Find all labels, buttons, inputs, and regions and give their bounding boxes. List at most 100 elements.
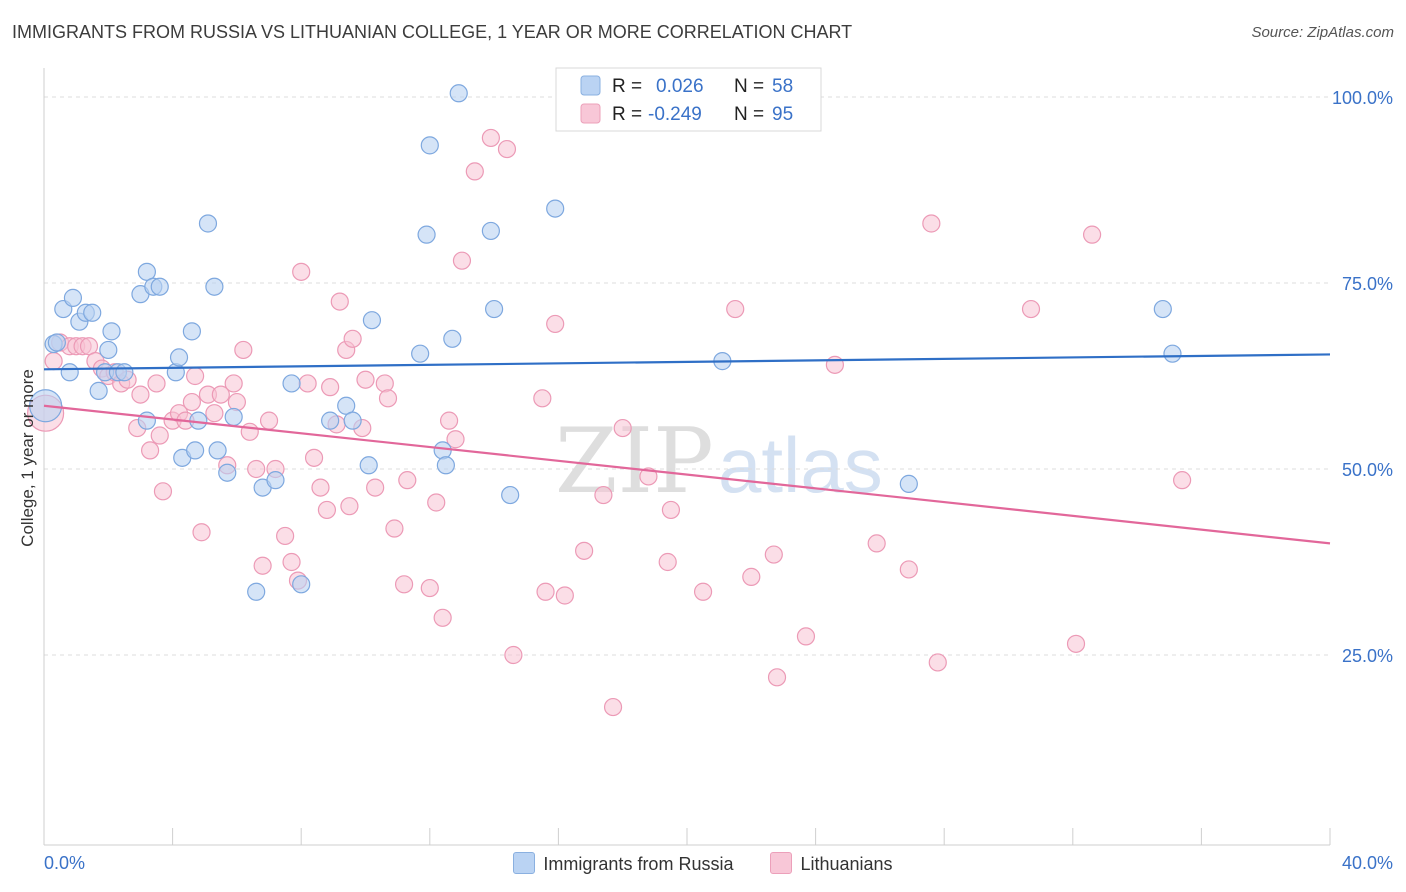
lithuanians-point <box>224 374 243 393</box>
russia-point <box>443 329 462 348</box>
lithuanians-point <box>726 299 745 319</box>
russia-point <box>282 374 301 393</box>
lithuanians-point <box>742 567 761 586</box>
russia-point <box>169 348 189 367</box>
russia-point <box>198 214 218 233</box>
russia-point <box>266 471 285 490</box>
russia-point <box>546 199 565 218</box>
lithuanians-point <box>899 560 918 579</box>
lithuanians-point <box>536 582 555 601</box>
watermark-atlas: atlas <box>718 421 883 509</box>
trend-lines <box>43 353 1331 545</box>
lithuanians-point <box>385 519 404 538</box>
lithuanians-point <box>658 552 677 572</box>
lithuanians-point <box>1066 634 1086 653</box>
russia-point <box>205 277 224 296</box>
lithuanians-point <box>533 389 552 408</box>
lithuanians-point <box>546 314 565 334</box>
y-tick-label: 75.0% <box>1342 274 1393 294</box>
source-label: Source: ZipAtlas.com <box>1251 24 1394 41</box>
russia-point <box>218 463 237 482</box>
russia-point <box>47 333 66 352</box>
lithuanians-point <box>452 251 472 270</box>
stats-r-label-2: R = <box>612 104 642 125</box>
russia-point <box>137 411 156 430</box>
lithuanians-point <box>253 556 272 575</box>
stats-legend: R = 0.026 N = 58 R = -0.249 N = 95 <box>555 67 822 132</box>
lithuanians-point <box>330 292 349 311</box>
lithuanians-point <box>304 448 324 467</box>
lithuanians-point <box>575 541 594 560</box>
stats-n-label-2: N = <box>734 104 764 125</box>
russia-point <box>247 582 266 601</box>
russia-points <box>29 84 1182 601</box>
stats-r-value-2: -0.249 <box>648 104 702 125</box>
lithuanians-point <box>867 534 886 553</box>
lithuanians-point <box>298 374 317 393</box>
russia-point <box>166 363 185 382</box>
lithuanians-point <box>343 329 362 348</box>
russia-point <box>501 485 520 505</box>
stats-r-value-1: 0.026 <box>656 76 704 97</box>
lithuanians-point <box>825 355 844 374</box>
lithuanians-point <box>613 418 632 438</box>
lithuanians-point <box>1021 299 1041 319</box>
russia-point <box>150 277 169 296</box>
lithuanians-point <box>764 545 783 564</box>
lithuanians-point <box>555 586 574 605</box>
legend-swatch-blue <box>513 852 536 874</box>
russia-point <box>224 407 243 427</box>
lithuanians-point <box>366 478 385 497</box>
lithuanians-point <box>147 374 166 393</box>
russia-point <box>481 221 500 241</box>
lithuanians-point <box>276 526 295 546</box>
russia-point <box>417 225 436 244</box>
lithuanians-point <box>140 441 160 460</box>
lithuanians-point <box>44 352 63 371</box>
russia-point <box>449 84 468 103</box>
lithuanians-point <box>594 485 613 505</box>
russia-trend-line <box>43 353 1331 371</box>
lithuanians-point <box>481 128 500 148</box>
chart-title: IMMIGRANTS FROM RUSSIA VS LITHUANIAN COL… <box>12 22 853 42</box>
russia-point <box>899 474 918 493</box>
lithuanians-point <box>504 645 523 665</box>
lithuanians-point <box>439 411 459 430</box>
lithuanians-point <box>240 422 259 441</box>
lithuanians-point <box>928 653 947 672</box>
lithuanians-point <box>639 467 658 486</box>
russia-point <box>102 322 121 341</box>
lithuanians-point <box>205 404 224 423</box>
x-tick-label: 40.0% <box>1342 853 1393 873</box>
tick-labels: 100.0% 75.0% 50.0% 25.0% 0.0% 40.0% <box>44 88 1393 873</box>
y-tick-label: 100.0% <box>1332 88 1393 108</box>
watermark: ZIP atlas <box>555 409 883 514</box>
russia-point <box>321 411 340 430</box>
russia-point <box>208 441 227 460</box>
lithuanians-point <box>1173 471 1192 490</box>
lithuanians-point <box>150 426 169 445</box>
stats-swatch-blue <box>580 75 601 96</box>
lithuanians-point <box>446 430 465 449</box>
lithuanians-point <box>433 608 452 627</box>
stats-n-value-1: 58 <box>772 76 793 97</box>
lithuanians-point <box>465 162 484 181</box>
russia-point <box>359 456 378 475</box>
axes <box>43 68 1331 846</box>
lithuanians-point <box>259 411 279 430</box>
russia-point <box>362 311 382 330</box>
stats-n-value-2: 95 <box>772 104 793 125</box>
lithuanians-point <box>247 459 266 479</box>
russia-point <box>485 299 504 319</box>
lithuanians-point <box>420 578 439 598</box>
lithuanians-point <box>693 582 713 601</box>
stats-swatch-pink <box>580 103 601 124</box>
russia-point <box>1153 299 1172 319</box>
lithuanians-point <box>398 471 417 490</box>
russia-point <box>60 363 79 382</box>
russia-point <box>182 322 201 341</box>
russia-point <box>343 411 362 430</box>
lithuanians-point <box>186 366 205 386</box>
lithuanians-point <box>378 389 398 408</box>
